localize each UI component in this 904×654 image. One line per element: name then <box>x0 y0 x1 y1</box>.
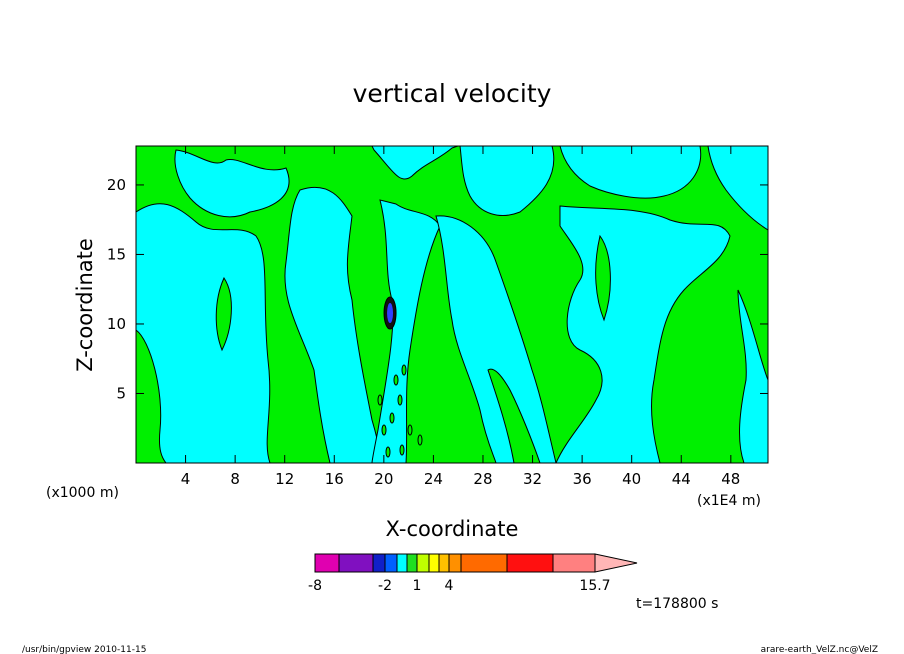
contour-region <box>174 149 290 218</box>
y-unit-label: (x1000 m) <box>46 485 119 501</box>
y-tick-label: 5 <box>116 384 126 402</box>
x-tick-label: 32 <box>523 470 542 488</box>
y-tick-label: 15 <box>107 245 126 263</box>
colorbar-box <box>460 553 508 573</box>
x-tick-label: 36 <box>573 470 592 488</box>
colorbar-box <box>552 553 596 573</box>
contour-cell <box>399 444 405 456</box>
x-tick-label: 44 <box>672 470 691 488</box>
contour-region <box>559 146 702 199</box>
contour-region <box>595 234 611 322</box>
contour-region <box>136 203 271 463</box>
contour-cell <box>401 364 407 376</box>
colorbar-tick-label: 15.7 <box>579 578 610 594</box>
x-tick-label: 40 <box>622 470 641 488</box>
colorbar-box <box>314 553 340 573</box>
x-tick-label: 28 <box>473 470 492 488</box>
contour-region <box>737 289 768 463</box>
colorbar-tick-label: 1 <box>413 578 422 594</box>
colorbar-tick-label: -2 <box>378 578 392 594</box>
contour-cell <box>407 424 413 436</box>
colorbar-tick-label: -8 <box>308 578 322 594</box>
plot-area <box>135 145 769 464</box>
contour-cell <box>389 412 395 424</box>
colorbar-arrow <box>594 553 638 573</box>
x-axis: 4 8 12 16 20 24 28 32 36 40 44 48 <box>181 146 740 488</box>
time-label: t=178800 s <box>636 596 718 612</box>
x-unit-label: (x1E4 m) <box>697 493 761 509</box>
contour-cell <box>397 394 403 406</box>
colorbar-box <box>438 553 450 573</box>
colorbar-box <box>406 553 418 573</box>
x-tick-label: 48 <box>721 470 740 488</box>
x-tick-label: 8 <box>230 470 240 488</box>
colorbar-box <box>506 553 554 573</box>
contour-region <box>487 368 541 463</box>
contour-region <box>136 329 167 463</box>
contour-fills <box>136 146 768 463</box>
colorbar-tick-label: 4 <box>445 578 454 594</box>
colorbar-box <box>416 553 430 573</box>
plot-frame <box>135 145 769 464</box>
y-tick-label: 20 <box>107 176 126 194</box>
footer-file: arare-earth_VelZ.nc@VelZ <box>761 645 878 654</box>
colorbar-box <box>448 553 462 573</box>
contour-region <box>707 146 768 231</box>
colorbar-box <box>428 553 440 573</box>
x-tick-label: 12 <box>275 470 294 488</box>
x-tick-label: 20 <box>374 470 393 488</box>
contour-cell <box>417 434 423 446</box>
colorbar-box <box>396 553 408 573</box>
colorbar-box <box>338 553 374 573</box>
contour-region <box>215 276 232 352</box>
footer-source: /usr/bin/gpview 2010-11-15 <box>22 645 146 654</box>
contour-region <box>371 146 459 180</box>
updraft-core-center <box>387 303 394 324</box>
contour-cell <box>393 374 399 386</box>
contour-region <box>459 146 555 216</box>
contour-cell <box>385 446 391 458</box>
colorbar-box <box>384 553 398 573</box>
colorbar-box <box>372 553 386 573</box>
colorbar: -8 -2 1 4 15.7 <box>308 553 638 594</box>
chart-title: vertical velocity <box>353 79 552 108</box>
x-axis-title: X-coordinate <box>386 517 519 541</box>
y-axis: 5 10 15 20 <box>107 176 768 402</box>
y-tick-label: 10 <box>107 315 126 333</box>
y-axis-title: Z-coordinate <box>73 238 97 372</box>
contour-cell <box>381 424 387 436</box>
x-tick-label: 24 <box>424 470 443 488</box>
contour-cell <box>377 394 383 406</box>
x-tick-label: 4 <box>181 470 191 488</box>
x-tick-label: 16 <box>325 470 344 488</box>
